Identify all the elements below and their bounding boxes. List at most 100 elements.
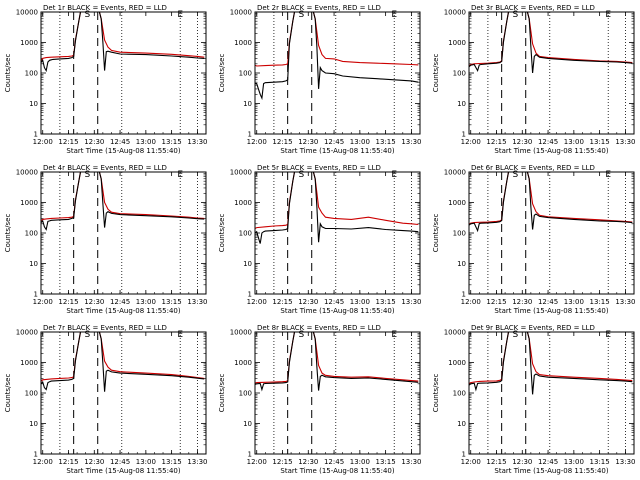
y-tick-label: 1 [248,131,252,139]
chart-title: Det 6r BLACK = Events, RED = LLD [471,164,595,172]
y-axis-label: Counts/sec [218,214,226,253]
chart-title: Det 9r BLACK = Events, RED = LLD [471,324,595,332]
y-tick-label: 10 [457,420,466,428]
x-tick-label: 13:15 [376,138,396,146]
chart-title: Det 7r BLACK = Events, RED = LLD [43,324,167,332]
x-tick-label: 13:00 [564,138,584,146]
x-tick-label: 12:30 [512,458,532,466]
y-tick-label: 1 [34,291,38,299]
lld-series-line [255,12,419,67]
x-tick-label: 13:30 [187,458,207,466]
x-axis-label: Start Time (15-Aug-08 11:55:40) [66,467,180,475]
marker-label: S [85,10,91,20]
x-tick-label: 13:15 [590,458,610,466]
x-tick-label: 13:00 [564,298,584,306]
marker-label: E [177,330,183,340]
plot-frame [40,331,207,455]
x-tick-label: 12:00 [33,138,53,146]
x-tick-label: 13:15 [376,458,396,466]
marker-label: E [605,10,611,20]
x-tick-label: 13:30 [615,138,635,146]
y-axis-label: Counts/sec [432,54,440,93]
y-tick-label: 1000 [234,39,252,47]
plot-frame [254,11,421,135]
chart-panel-2: Det 2r BLACK = Events, RED = LLD Start Ti… [218,4,422,155]
x-tick-label: 12:00 [247,458,267,466]
y-tick-label: 1000 [20,199,38,207]
x-tick-label: 13:30 [187,298,207,306]
events-series-line [255,172,419,244]
y-tick-label: 1 [248,451,252,459]
x-axis-label: Start Time (15-Aug-08 11:55:40) [280,467,394,475]
y-tick-label: 1 [462,131,466,139]
x-tick-label: 13:00 [350,138,370,146]
y-tick-label: 10000 [444,9,466,17]
y-axis-label: Counts/sec [218,54,226,93]
y-tick-label: 1000 [448,359,466,367]
y-tick-label: 10000 [16,169,38,177]
y-tick-label: 10 [457,100,466,108]
y-tick-label: 1000 [20,39,38,47]
x-tick-label: 12:45 [110,138,130,146]
x-axis-label: Start Time (15-Aug-08 11:55:40) [494,467,608,475]
x-tick-label: 12:30 [512,298,532,306]
y-tick-label: 100 [239,230,252,238]
x-tick-label: 13:30 [401,458,421,466]
x-tick-label: 13:15 [590,298,610,306]
x-tick-label: 12:45 [110,298,130,306]
x-tick-label: 12:45 [538,458,558,466]
lld-series-line [255,332,419,384]
x-axis-label: Start Time (15-Aug-08 11:55:40) [66,307,180,315]
lld-series-line [469,332,633,385]
x-tick-label: 12:00 [247,138,267,146]
chart-title: Det 1r BLACK = Events, RED = LLD [43,4,167,12]
lld-series-line [41,172,205,222]
y-tick-label: 100 [25,390,38,398]
x-tick-label: 12:15 [58,298,78,306]
x-tick-label: 13:00 [136,458,156,466]
y-tick-label: 100 [453,390,466,398]
events-series-line [469,172,633,233]
x-tick-label: 12:15 [486,138,506,146]
x-tick-label: 13:15 [590,138,610,146]
chart-panel-5: Det 5r BLACK = Events, RED = LLD Start Ti… [218,164,422,315]
x-tick-label: 12:30 [298,458,318,466]
chart-title: Det 8r BLACK = Events, RED = LLD [257,324,381,332]
x-tick-label: 12:45 [324,458,344,466]
marker-label: E [391,10,397,20]
x-tick-label: 12:30 [84,138,104,146]
plot-frame [40,11,207,135]
y-tick-label: 10000 [230,9,252,17]
plot-frame [468,11,635,135]
chart-title: Det 4r BLACK = Events, RED = LLD [43,164,167,172]
y-tick-label: 1000 [234,359,252,367]
y-tick-label: 1000 [234,199,252,207]
x-tick-label: 12:30 [84,458,104,466]
x-tick-label: 12:30 [298,298,318,306]
events-series-line [469,332,633,395]
x-axis-label: Start Time (15-Aug-08 11:55:40) [494,307,608,315]
plot-frame [254,171,421,295]
x-tick-label: 12:30 [298,138,318,146]
x-axis-label: Start Time (15-Aug-08 11:55:40) [280,307,394,315]
x-tick-label: 12:00 [33,458,53,466]
y-axis-label: Counts/sec [432,374,440,413]
y-tick-label: 1000 [448,39,466,47]
y-tick-label: 1 [462,291,466,299]
chart-panel-8: Det 8r BLACK = Events, RED = LLD Start Ti… [218,324,422,475]
y-tick-label: 10000 [444,329,466,337]
marker-label: S [85,170,91,180]
x-tick-label: 12:00 [461,138,481,146]
x-tick-label: 12:15 [58,138,78,146]
y-tick-label: 10 [29,420,38,428]
marker-label: S [513,10,519,20]
x-tick-label: 13:30 [615,458,635,466]
x-tick-label: 13:00 [564,458,584,466]
y-tick-label: 1 [34,131,38,139]
plot-frame [468,171,635,295]
y-tick-label: 1000 [448,199,466,207]
x-tick-label: 12:30 [512,138,532,146]
y-tick-label: 10000 [230,329,252,337]
x-tick-label: 12:00 [461,298,481,306]
